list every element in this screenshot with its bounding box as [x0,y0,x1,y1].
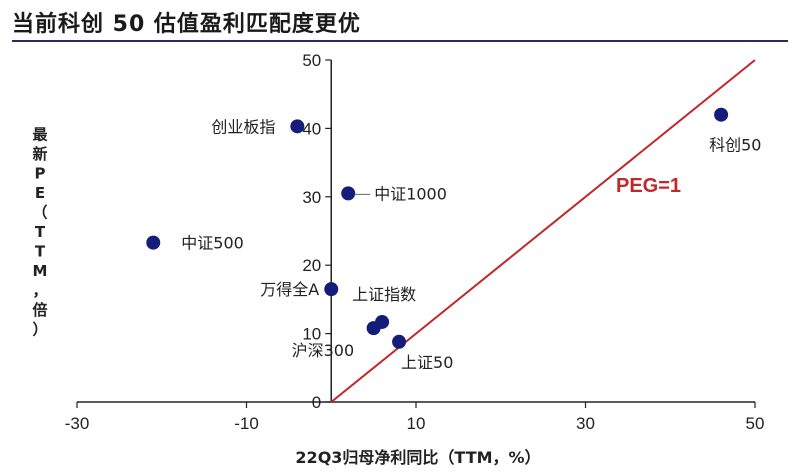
peg-label: PEG=1 [616,175,681,197]
x-tick-label: -30 [65,414,90,433]
data-point [392,334,407,349]
x-tick-label: 30 [576,414,595,433]
axes: -30 -10 10 30 50 0 10 20 30 40 50 最新 P E （T T M ，倍） [32,51,764,433]
data-point [324,282,339,297]
data-point [341,186,356,201]
y-tick-label: 0 [312,393,321,412]
peg-line [330,59,756,403]
data-point [366,321,381,336]
point-label: 上证指数 [352,285,416,304]
data-point [714,107,729,122]
data-point [146,235,161,250]
peg-reference-line: PEG=1 [330,59,756,403]
title-underline [12,40,788,42]
point-label: 上证50 [401,353,453,372]
x-tick-label: -10 [234,414,259,433]
x-axis-label: 22Q3归母净利同比（TTM，%） [295,448,540,467]
point-label: 中证500 [181,234,244,253]
point-label: 万得全A [260,280,319,299]
point-label: 科创50 [709,136,761,155]
x-tick-label: 10 [407,414,426,433]
y-tick-label: 30 [302,188,321,207]
y-tick-label: 20 [302,256,321,275]
y-tick-label: 40 [302,119,321,138]
y-axis-label: 最新 P E （T T M ，倍） [32,126,48,339]
point-label: 中证1000 [374,184,447,203]
point-label: 创业板指 [211,117,275,136]
data-point [290,119,305,134]
y-tick-label: 10 [302,325,321,344]
point-label: 沪深300 [292,341,355,360]
y-tick-label: 50 [302,51,321,70]
x-tick-label: 50 [746,414,765,433]
page-title: 当前科创 50 估值盈利匹配度更优 [12,12,361,37]
data-points [146,107,729,349]
